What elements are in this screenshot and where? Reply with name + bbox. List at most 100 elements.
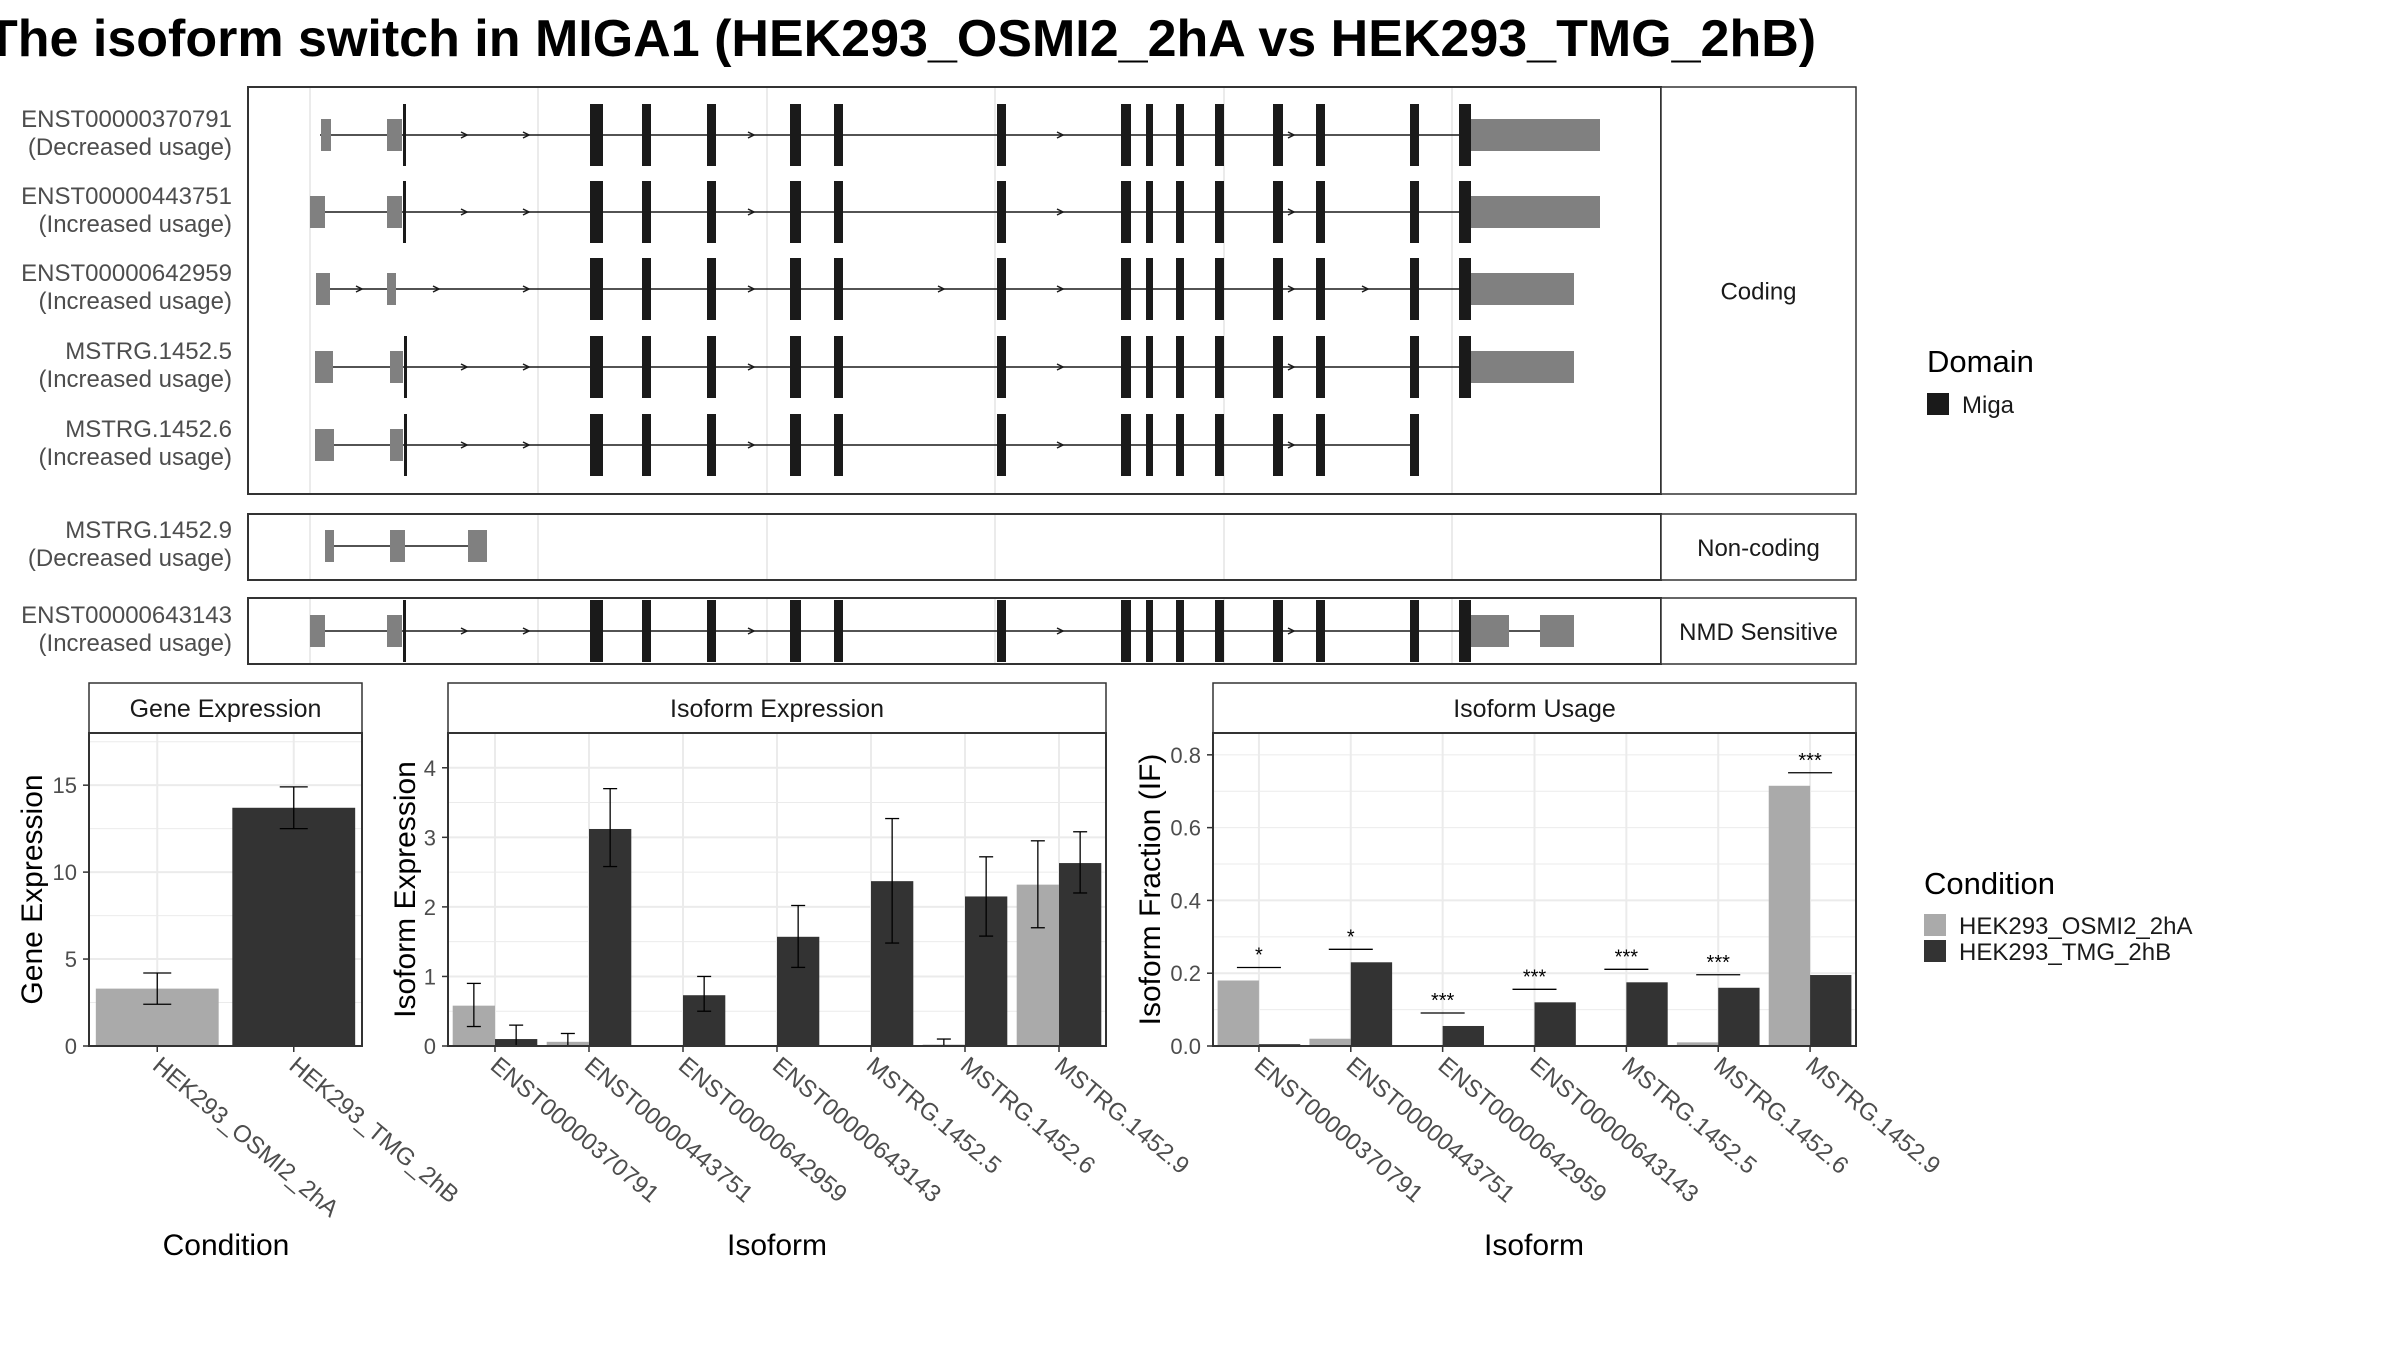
- cds-exon: [834, 414, 843, 476]
- x-tick-label: ENST00000370791: [485, 1052, 664, 1208]
- condition-legend: Condition HEK293_OSMI2_2hA HEK293_TMG_2h…: [1924, 866, 2192, 966]
- cds-exon: [707, 258, 716, 320]
- bar: [1718, 987, 1760, 1046]
- cds-exon: [1176, 414, 1184, 476]
- cds-exon: [1459, 336, 1471, 398]
- cds-exon: [790, 181, 801, 243]
- strand-arrow: [1056, 131, 1065, 139]
- transcript-usage-label: (Increased usage): [39, 211, 232, 238]
- cds-exon: [1316, 600, 1325, 662]
- x-tick-label: ENST00000443751: [1341, 1052, 1520, 1208]
- cds-exon: [707, 336, 716, 398]
- cds-exon: [790, 336, 801, 398]
- strand-arrow: [1287, 363, 1296, 371]
- transcript-usage-label: (Decreased usage): [28, 545, 232, 572]
- strand-arrow: [747, 131, 756, 139]
- cds-exon: [642, 336, 651, 398]
- transcript-id-label: MSTRG.1452.9: [65, 517, 232, 544]
- bar-chart-panels: Gene Expression051015HEK293_OSMI2_2hAHEK…: [16, 682, 1945, 1262]
- cds-exon: [1316, 258, 1325, 320]
- y-tick-label: 15: [53, 773, 77, 798]
- cds-exon: [1176, 600, 1184, 662]
- strand-arrow: [747, 441, 756, 449]
- bar: [1676, 1042, 1719, 1046]
- cds-exon: [997, 104, 1006, 166]
- strand-arrow: [747, 208, 756, 216]
- cds-exon: [997, 414, 1006, 476]
- strand-arrow: [937, 285, 946, 293]
- x-tick-label: ENST00000642959: [1433, 1052, 1612, 1208]
- cds-exon: [1273, 336, 1283, 398]
- utr-exon: [1540, 615, 1574, 647]
- strand-arrow: [1287, 285, 1296, 293]
- significance-label: ***: [1523, 966, 1547, 988]
- cds-exon: [1121, 336, 1131, 398]
- cds-exon: [790, 258, 801, 320]
- cds-exon: [1316, 104, 1325, 166]
- condition-legend-label-a: HEK293_OSMI2_2hA: [1959, 913, 2192, 940]
- strand-arrow: [1287, 131, 1296, 139]
- domain-legend-label-miga: Miga: [1962, 392, 2015, 419]
- cds-exon: [1215, 600, 1224, 662]
- strand-arrow: [1287, 208, 1296, 216]
- cds-exon: [707, 104, 716, 166]
- significance-label: ***: [1431, 990, 1455, 1012]
- cds-exon: [1273, 258, 1283, 320]
- bar: [1534, 1002, 1576, 1046]
- panel-frame: [88, 732, 363, 1047]
- cds-exon: [1316, 414, 1325, 476]
- utr-exon: [310, 615, 325, 647]
- cds-exon: [1215, 104, 1224, 166]
- group-strips: Coding Non-coding NMD Sensitive: [1660, 86, 1857, 665]
- transcript-id-label: ENST00000642959: [21, 260, 232, 287]
- y-tick-label: 0.6: [1170, 816, 1201, 841]
- cds-exon: [790, 600, 801, 662]
- cds-exon: [590, 104, 603, 166]
- cds-exon: [1121, 181, 1131, 243]
- y-axis-title: Gene Expression: [16, 774, 49, 1004]
- figure-title: The isoform switch in MIGA1 (HEK293_OSMI…: [0, 10, 1816, 68]
- cds-exon: [1273, 414, 1283, 476]
- y-axis-title: Isoform Expression: [389, 761, 422, 1018]
- domain-legend-key-miga: [1927, 393, 1949, 415]
- significance-label: ***: [1615, 946, 1639, 968]
- cds-exon: [1459, 104, 1471, 166]
- cds-exon: [1146, 258, 1153, 320]
- strand-arrow: [522, 363, 531, 371]
- transcript-structure-panel: ENST00000370791(Decreased usage)ENST0000…: [21, 86, 1857, 665]
- panel-title: Isoform Usage: [1453, 695, 1616, 723]
- strand-arrow: [522, 441, 531, 449]
- cds-exon: [1459, 258, 1471, 320]
- transcript-labels: ENST00000370791(Decreased usage)ENST0000…: [21, 106, 232, 657]
- bar: [1626, 982, 1668, 1046]
- utr-exon: [1471, 351, 1574, 383]
- panel-strip-box: [447, 682, 1107, 734]
- cds-exon: [590, 336, 603, 398]
- strand-arrow: [522, 285, 531, 293]
- domain-legend-title: Domain: [1927, 344, 2034, 379]
- strand-arrow: [1056, 285, 1065, 293]
- condition-legend-title: Condition: [1924, 866, 2055, 901]
- cds-exon: [1215, 258, 1224, 320]
- transcript-usage-label: (Increased usage): [39, 630, 232, 657]
- y-tick-label: 0: [65, 1034, 77, 1059]
- strand-arrow: [460, 627, 469, 635]
- strand-arrow: [1056, 363, 1065, 371]
- cds-exon: [707, 600, 716, 662]
- strand-arrow: [432, 285, 441, 293]
- structure-tracks: [310, 104, 1600, 662]
- structure-panel-frame: [247, 86, 1662, 495]
- strand-arrow: [1287, 627, 1296, 635]
- cds-exon: [1273, 600, 1283, 662]
- x-axis-title: Isoform: [1484, 1229, 1584, 1262]
- cds-exon: [590, 181, 603, 243]
- bar: [1217, 980, 1259, 1046]
- cds-exon: [790, 414, 801, 476]
- cds-exon: [997, 336, 1006, 398]
- cds-exon: [1121, 414, 1131, 476]
- cds-exon: [1146, 414, 1153, 476]
- panel-title: Isoform Expression: [670, 695, 884, 723]
- cds-exon: [404, 414, 407, 476]
- cds-exon: [1215, 414, 1224, 476]
- y-tick-label: 5: [65, 947, 77, 972]
